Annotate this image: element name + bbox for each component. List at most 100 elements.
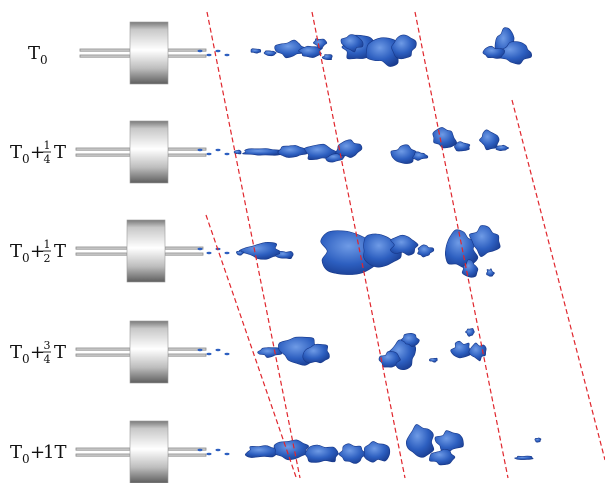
- cylinder-models: [75, 21, 207, 483]
- rod-left-upper: [75, 147, 131, 151]
- label-base: T: [10, 241, 22, 262]
- label-frac-den: 2: [44, 252, 51, 265]
- cylinder-body: [126, 219, 166, 283]
- vortex-blob: [257, 347, 283, 358]
- label-suffix: 1T: [43, 442, 66, 463]
- vortex-blob: [298, 45, 323, 58]
- vortex-blob: [273, 439, 309, 461]
- label-plus: +: [30, 442, 45, 463]
- vortex-fragment: [206, 352, 212, 356]
- rod-left-upper: [75, 447, 131, 451]
- vortex-blob: [482, 45, 505, 59]
- rod-right-lower: [167, 453, 207, 457]
- cylinder-row-2: [75, 219, 204, 283]
- vortex-fragment: [224, 53, 230, 57]
- vortex-blob: [321, 54, 333, 61]
- vortex-blob: [428, 357, 438, 363]
- rod-right-upper: [164, 246, 204, 250]
- label-frac-num: 1: [44, 139, 51, 152]
- vortex-blob: [534, 437, 542, 443]
- label-plus: +: [30, 241, 45, 262]
- vortex-fragment: [197, 448, 203, 452]
- guide-line-0: [206, 11, 301, 479]
- vortex-blob: [378, 351, 401, 368]
- vortex-blob: [469, 225, 501, 257]
- vortex-fragment: [206, 53, 212, 57]
- rod-left-lower: [75, 153, 131, 157]
- vortex-blob: [335, 139, 363, 158]
- vortex-blob: [263, 50, 277, 57]
- rod-left-upper: [75, 347, 131, 351]
- rod-right-lower: [167, 153, 207, 157]
- vortex-blob: [312, 38, 328, 50]
- vortex-blob: [275, 250, 294, 259]
- vortex-blob: [390, 144, 418, 164]
- label-base: T: [28, 43, 40, 64]
- cylinder-row-3: [75, 320, 207, 384]
- vortex-blob: [302, 343, 330, 364]
- guide-line-left: [205, 214, 297, 478]
- vortex-row-4: [197, 424, 542, 466]
- cylinder-row-1: [75, 120, 207, 184]
- vortex-fragment: [197, 348, 203, 352]
- label-subscript: 0: [22, 352, 30, 366]
- vortex-fragment: [206, 251, 212, 255]
- vortex-row-2: [197, 225, 501, 278]
- vortex-fragment: [197, 49, 203, 53]
- cylinder-body: [129, 120, 169, 184]
- rod-left-lower: [79, 54, 131, 58]
- vortex-blob: [277, 145, 308, 158]
- vortex-blob: [432, 127, 457, 149]
- label-base: T: [10, 442, 22, 463]
- label-base: T: [10, 342, 22, 363]
- time-labels: T 0T 0 +14 TT 0 +12 TT 0 +34 TT 0 +1T: [10, 43, 66, 466]
- label-frac-den: 4: [44, 153, 51, 166]
- vortex-blob: [244, 445, 280, 458]
- time-label-3: T 0 +34 T: [10, 339, 66, 366]
- vortex-fragment: [215, 49, 221, 53]
- rod-right-lower: [167, 54, 207, 58]
- cylinder-body: [129, 420, 169, 483]
- vortex-blob: [338, 443, 367, 464]
- vortex-blob: [429, 448, 456, 466]
- vortex-fragment: [224, 251, 230, 255]
- vortex-fragment: [215, 448, 221, 452]
- vortex-fragment: [206, 152, 212, 156]
- vortex-row-0: [197, 27, 532, 67]
- label-subscript: 0: [40, 53, 48, 67]
- label-frac-num: 1: [44, 238, 51, 251]
- rod-left-lower: [75, 252, 128, 256]
- cylinder-body: [129, 21, 169, 85]
- vortex-blob: [250, 48, 262, 54]
- vortex-blob: [365, 37, 401, 67]
- vortex-fragment: [215, 348, 221, 352]
- phase-guide-lines: [205, 11, 605, 479]
- vortex-blob: [417, 244, 435, 258]
- vortex-blob: [363, 441, 391, 463]
- label-plus: +: [30, 342, 45, 363]
- vortex-blob: [405, 424, 435, 458]
- label-subscript: 0: [22, 152, 30, 166]
- cylinder-row-0: [79, 21, 207, 85]
- time-label-4: T 0 +1T: [10, 442, 66, 466]
- rod-right-lower: [167, 353, 207, 357]
- vortex-blob: [390, 234, 419, 256]
- vortex-blob: [236, 250, 245, 256]
- rod-left-lower: [75, 453, 131, 457]
- vortex-blob: [325, 153, 345, 163]
- rod-left-upper: [75, 246, 128, 250]
- cylinder-row-4: [75, 420, 207, 483]
- label-plus: +: [30, 142, 45, 163]
- vortex-blob: [461, 259, 479, 278]
- vortex-fragment: [224, 452, 230, 456]
- rod-left-upper: [79, 48, 131, 52]
- guide-line-3: [511, 99, 605, 461]
- vortex-blob: [274, 39, 309, 59]
- guide-line-1: [311, 11, 406, 479]
- vortex-blob: [412, 151, 429, 161]
- vortex-blob: [233, 149, 242, 155]
- time-label-2: T 0 +12 T: [10, 238, 66, 265]
- vortex-row-3: [197, 328, 487, 370]
